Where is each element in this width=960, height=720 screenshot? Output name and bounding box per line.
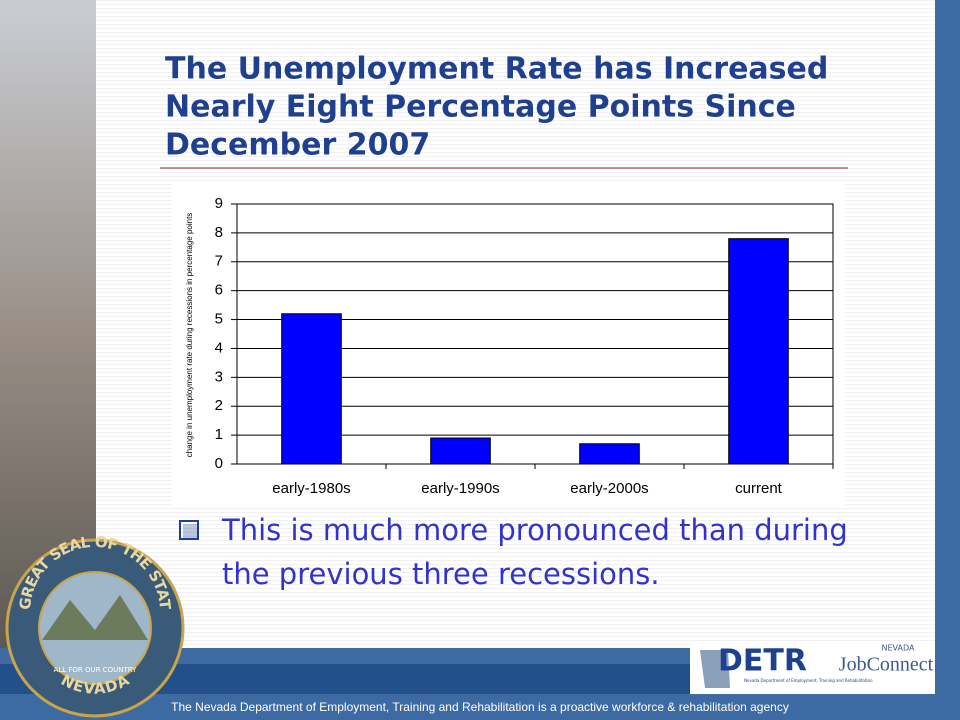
y-tick-label: 3: [215, 368, 223, 385]
y-tick-label: 2: [215, 397, 223, 414]
footer-strip: [0, 694, 960, 720]
y-tick-label: 6: [215, 282, 223, 299]
y-tick-label: 0: [215, 455, 223, 472]
y-axis-label: change in unemployment rate during reces…: [185, 213, 194, 458]
footer-text: The Nevada Department of Employment, Tra…: [171, 700, 789, 714]
x-tick-label: early-1980s: [272, 480, 350, 497]
y-tick-label: 5: [215, 311, 223, 328]
x-tick-label: current: [735, 480, 783, 497]
y-tick-label: 7: [215, 253, 223, 270]
bar: [430, 437, 491, 465]
bullet-text: This is much more pronounced than during: [221, 513, 848, 547]
logo-text: NEVADA: [882, 644, 915, 653]
bullet-box: [179, 520, 199, 540]
bullet-shadow: [183, 524, 199, 540]
y-tick-label: 4: [215, 339, 223, 356]
slide-title: Nearly Eight Percentage Points Since: [165, 90, 796, 125]
logo-box: [690, 642, 935, 694]
detr-logo: DETR Nevada Department of Employment, Tr…: [700, 644, 934, 688]
y-tick-label: 8: [215, 224, 223, 241]
x-tick-label: early-2000s: [570, 480, 648, 497]
bar: [281, 313, 342, 465]
y-tick-label: 1: [215, 426, 223, 443]
logo-subtext: Nevada Department of Employment, Trainin…: [744, 678, 873, 683]
bar: [579, 443, 640, 465]
seal-motto: ALL FOR OUR COUNTRY: [54, 666, 138, 674]
x-tick-label: early-1990s: [421, 480, 499, 497]
slide-title: December 2007: [165, 128, 430, 163]
bullet-text: the previous three recessions.: [222, 557, 660, 591]
slide-title: The Unemployment Rate has Increased: [165, 52, 828, 87]
bar: [728, 238, 789, 465]
logo-text: JobConnect: [839, 654, 934, 676]
y-tick-label: 9: [215, 195, 223, 212]
logo-text: DETR: [718, 644, 807, 679]
